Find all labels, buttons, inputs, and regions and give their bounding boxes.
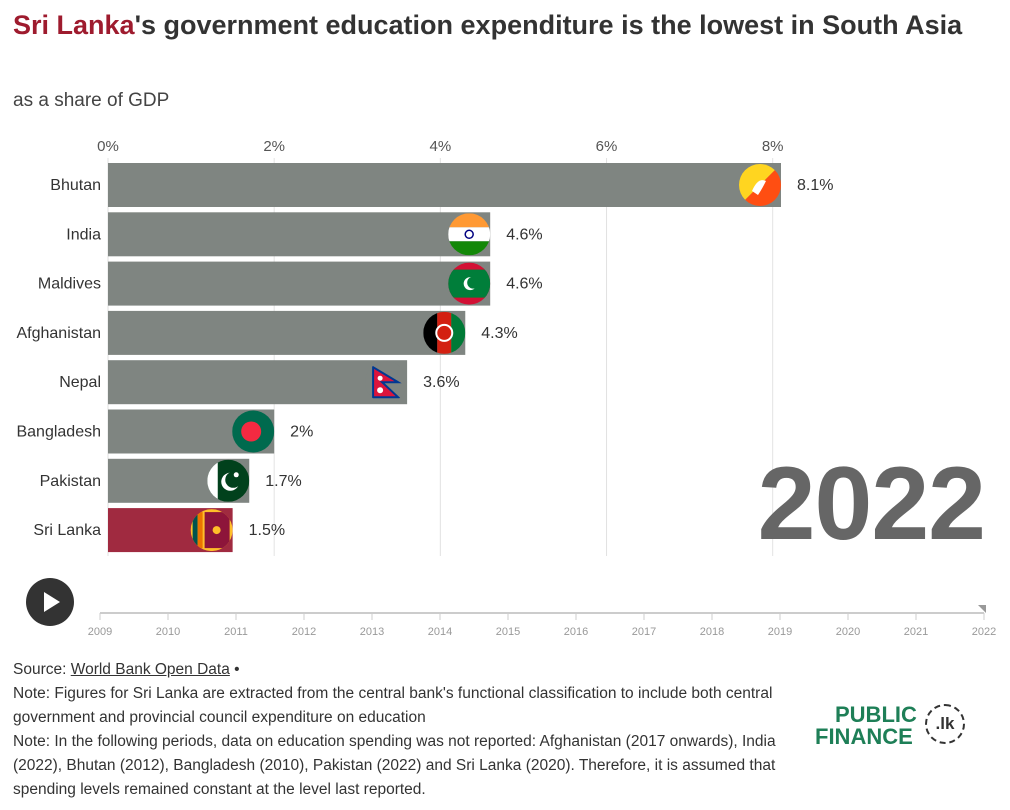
- timeline-year-label: 2009: [88, 626, 112, 638]
- source-link[interactable]: World Bank Open Data: [70, 661, 230, 678]
- value-label: 1.5%: [249, 522, 285, 539]
- source-line: Source: World Bank Open Data •: [13, 658, 803, 682]
- x-tick-label-2: 2%: [263, 138, 285, 155]
- category-label: Bhutan: [50, 177, 101, 194]
- timeline-year-label: 2016: [564, 626, 588, 638]
- timeline-year-label: 2014: [428, 626, 452, 638]
- value-label: 4.6%: [506, 226, 542, 243]
- timeline-year-label: 2013: [360, 626, 384, 638]
- title-rest: 's government education expenditure is t…: [134, 10, 963, 40]
- source-suffix: •: [229, 661, 240, 678]
- bangladesh-flag-icon: [232, 410, 275, 453]
- timeline-year-label: 2020: [836, 626, 860, 638]
- bar-afghanistan: [108, 310, 466, 355]
- value-label: 8.1%: [797, 177, 833, 194]
- chart-notes: Source: World Bank Open Data • Note: Fig…: [13, 658, 803, 802]
- current-year-display: 2022: [757, 446, 986, 562]
- note-1: Note: Figures for Sri Lanka are extracte…: [13, 685, 773, 726]
- play-button[interactable]: [26, 578, 74, 626]
- timeline-year-label: 2022: [972, 626, 996, 638]
- value-label: 2%: [290, 424, 313, 441]
- category-label: Nepal: [59, 374, 101, 391]
- note-2: Note: In the following periods, data on …: [13, 733, 776, 798]
- category-label: India: [66, 226, 101, 243]
- bar-chart: 0% 2% 4% 6% 8% Bhutan 8.1% India 4.6% Maldives 4.6…: [16, 138, 996, 638]
- title-highlight: Sri Lanka: [13, 10, 135, 40]
- category-label: Sri Lanka: [33, 522, 101, 539]
- timeline-year-label: 2012: [292, 626, 316, 638]
- maldives-flag-icon: [448, 262, 491, 305]
- logo-line-2: FINANCE: [815, 724, 913, 749]
- timeline-year-label: 2019: [768, 626, 792, 638]
- timeline-year-label: 2015: [496, 626, 520, 638]
- value-label: 3.6%: [423, 374, 459, 391]
- value-label: 1.7%: [265, 473, 301, 490]
- category-label: Maldives: [38, 276, 101, 293]
- x-tick-label-0: 0%: [97, 138, 119, 155]
- value-label: 4.3%: [481, 325, 517, 342]
- bar-maldives: [108, 261, 491, 306]
- logo-badge: .lk: [925, 704, 965, 744]
- nepal-flag-icon: [365, 361, 408, 404]
- timeline-year-label: 2018: [700, 626, 724, 638]
- sri-lanka-flag-icon: [190, 509, 233, 552]
- timeline-handle[interactable]: [978, 605, 986, 613]
- india-flag-icon: [448, 213, 491, 256]
- bhutan-flag-icon: [739, 164, 781, 206]
- timeline-year-label: 2010: [156, 626, 180, 638]
- chart-title: Sri Lanka's government education expendi…: [13, 6, 973, 44]
- x-tick-label-6: 6%: [596, 138, 618, 155]
- category-label: Afghanistan: [16, 325, 101, 342]
- category-label: Pakistan: [40, 473, 101, 490]
- pakistan-flag-icon: [207, 459, 250, 502]
- bar-nepal: [108, 360, 408, 405]
- category-label: Bangladesh: [16, 424, 101, 441]
- bar-bhutan: [108, 163, 781, 207]
- value-label: 4.6%: [506, 276, 542, 293]
- public-finance-logo: PUBLIC FINANCE .lk: [815, 704, 975, 750]
- chart-subtitle: as a share of GDP: [13, 90, 170, 111]
- x-tick-label-4: 4%: [430, 138, 452, 155]
- x-tick-label-8: 8%: [762, 138, 784, 155]
- bar-india: [108, 212, 491, 257]
- timeline-year-label: 2017: [632, 626, 656, 638]
- timeline-year-label: 2011: [224, 626, 248, 638]
- logo-line-1: PUBLIC: [835, 702, 917, 727]
- source-label: Source:: [13, 661, 67, 678]
- timeline-year-label: 2021: [904, 626, 928, 638]
- afghanistan-flag-icon: [423, 311, 466, 354]
